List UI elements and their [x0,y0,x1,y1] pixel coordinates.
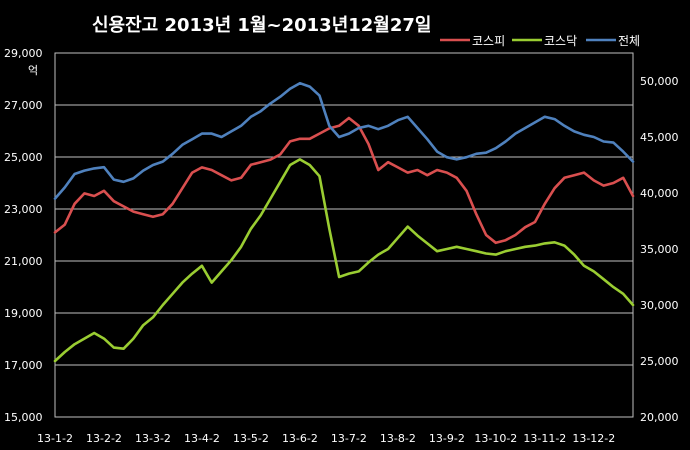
right-tick-label: 25,000 [640,355,679,368]
left-axis-unit-label: 억 [28,64,38,77]
left-axis-ticks: 15,000 17,000 19,000 21,000 23,000 25,000 27,0… [4,47,43,424]
x-tick-label: 13-6-2 [282,432,318,445]
x-tick-label: 13-11-2 [523,432,566,445]
left-tick-label: 21,000 [4,255,43,268]
series-line-kosdaq [53,158,635,363]
right-tick-label: 20,000 [640,411,679,424]
left-tick-label: 15,000 [4,411,43,424]
right-tick-label: 45,000 [640,131,679,144]
right-tick-label: 40,000 [640,187,679,200]
right-tick-label: 50,000 [640,75,679,88]
x-tick-label: 13-1-2 [37,432,73,445]
x-tick-label: 13-4-2 [184,432,220,445]
series-line-kospi [53,116,635,245]
right-tick-label: 30,000 [640,299,679,312]
left-tick-label: 25,000 [4,151,43,164]
left-tick-label: 23,000 [4,203,43,216]
right-axis-ticks: 20,000 25,000 30,000 35,000 40,000 45,000 50,0… [640,75,679,424]
legend-label-kosdaq: 코스닥 [544,34,577,48]
series-lines [53,81,635,363]
x-tick-label: 13-10-2 [474,432,517,445]
x-tick-label: 13-5-2 [233,432,269,445]
left-tick-label: 29,000 [4,47,43,60]
legend-label-kospi: 코스피 [472,34,505,48]
chart-title: 신용잔고 2013년 1월~2013년12월27일 [92,15,431,36]
left-tick-label: 17,000 [4,359,43,372]
x-tick-label: 13-2-2 [86,432,122,445]
series-line-total [53,81,635,200]
legend-label-total: 전체 [618,34,640,48]
plot-area [54,52,634,418]
right-tick-label: 35,000 [640,243,679,256]
left-tick-label: 19,000 [4,307,43,320]
x-tick-label: 13-3-2 [135,432,171,445]
x-tick-label: 13-7-2 [331,432,367,445]
x-axis-ticks: 13-1-2 13-2-2 13-3-2 13-4-2 13-5-2 13-6-2 13-7… [37,432,615,445]
x-tick-label: 13-8-2 [380,432,416,445]
x-tick-label: 13-9-2 [429,432,465,445]
gridlines [55,104,633,366]
x-tick-label: 13-12-2 [572,432,615,445]
left-tick-label: 27,000 [4,99,43,112]
legend: 코스피 코스닥 전체 [440,34,640,48]
